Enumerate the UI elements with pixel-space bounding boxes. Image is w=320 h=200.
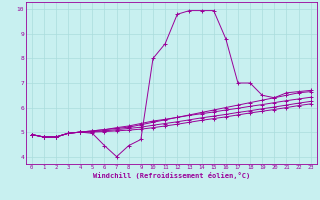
X-axis label: Windchill (Refroidissement éolien,°C): Windchill (Refroidissement éolien,°C)	[92, 172, 250, 179]
